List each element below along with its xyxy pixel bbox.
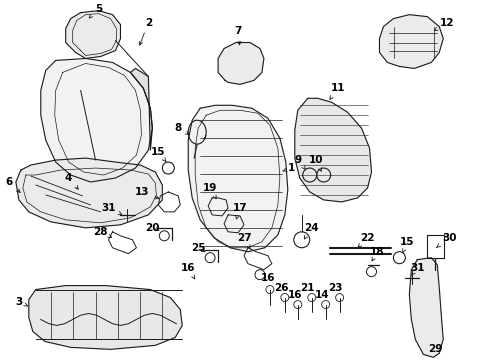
Text: 6: 6 <box>5 177 20 192</box>
Text: 17: 17 <box>232 203 247 219</box>
Text: 4: 4 <box>65 173 78 189</box>
Text: 7: 7 <box>234 26 241 45</box>
Polygon shape <box>408 258 442 357</box>
Text: 9: 9 <box>294 155 305 170</box>
Text: 2: 2 <box>139 18 152 45</box>
Text: 29: 29 <box>427 345 442 354</box>
Text: 30: 30 <box>436 233 455 247</box>
Polygon shape <box>41 58 152 182</box>
Text: 26: 26 <box>274 283 288 293</box>
Text: 28: 28 <box>93 227 111 237</box>
Polygon shape <box>130 68 152 150</box>
Polygon shape <box>379 15 442 68</box>
Text: 3: 3 <box>15 297 28 306</box>
Text: 16: 16 <box>260 273 275 283</box>
Text: 18: 18 <box>369 247 384 261</box>
Text: 21: 21 <box>300 283 314 293</box>
Text: 12: 12 <box>433 18 453 31</box>
Text: 31: 31 <box>101 203 122 215</box>
Text: 5: 5 <box>89 4 102 18</box>
Text: 25: 25 <box>190 243 205 253</box>
Text: 22: 22 <box>357 233 374 248</box>
Polygon shape <box>218 42 264 84</box>
Text: 23: 23 <box>328 283 342 293</box>
Polygon shape <box>16 158 162 228</box>
Polygon shape <box>29 285 182 349</box>
Text: 10: 10 <box>308 155 322 171</box>
Text: 14: 14 <box>314 289 328 300</box>
Text: 16: 16 <box>287 289 302 300</box>
Text: 19: 19 <box>203 183 217 199</box>
Text: 8: 8 <box>174 123 188 134</box>
Polygon shape <box>188 105 287 252</box>
Polygon shape <box>294 98 371 202</box>
Text: 1: 1 <box>282 163 295 173</box>
Text: 15: 15 <box>399 237 414 252</box>
Text: 11: 11 <box>329 84 344 99</box>
Text: 31: 31 <box>409 263 424 275</box>
Text: 16: 16 <box>181 263 195 279</box>
Text: 13: 13 <box>135 187 159 199</box>
Text: 20: 20 <box>145 223 159 233</box>
Text: 15: 15 <box>151 147 166 162</box>
Polygon shape <box>65 11 120 58</box>
Text: 27: 27 <box>236 233 251 248</box>
Text: 24: 24 <box>304 223 318 239</box>
